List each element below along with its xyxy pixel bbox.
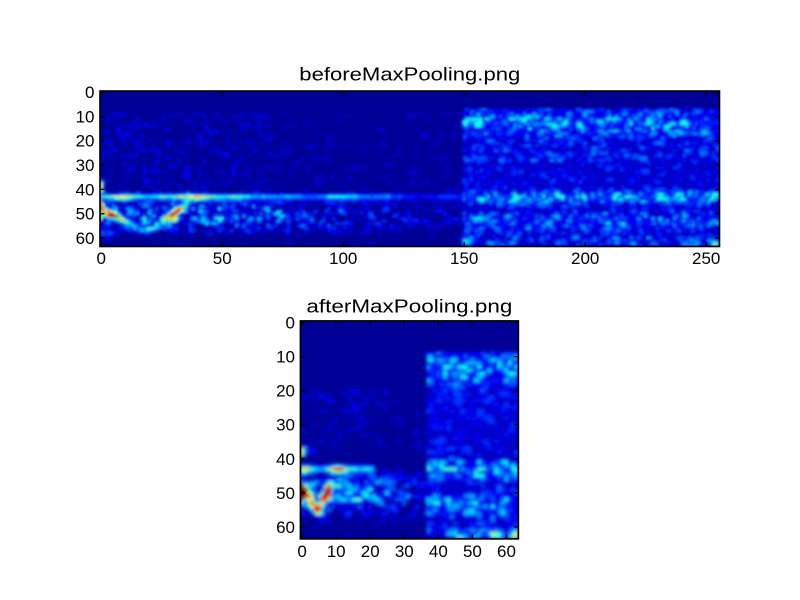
svg-text:100: 100 — [329, 249, 357, 268]
svg-text:30: 30 — [76, 156, 95, 175]
svg-text:250: 250 — [692, 249, 720, 268]
svg-text:50: 50 — [463, 542, 482, 561]
svg-text:10: 10 — [276, 348, 295, 367]
svg-text:60: 60 — [276, 518, 295, 537]
svg-text:40: 40 — [76, 180, 95, 199]
svg-text:40: 40 — [276, 450, 295, 469]
svg-text:0: 0 — [85, 83, 94, 102]
svg-text:0: 0 — [286, 314, 295, 333]
svg-text:beforeMaxPooling.png: beforeMaxPooling.png — [299, 65, 520, 85]
svg-text:20: 20 — [76, 132, 95, 151]
svg-text:50: 50 — [76, 205, 95, 224]
svg-text:10: 10 — [76, 107, 95, 126]
svg-text:10: 10 — [327, 542, 346, 561]
svg-text:200: 200 — [571, 249, 599, 268]
svg-text:afterMaxPooling.png: afterMaxPooling.png — [306, 297, 512, 317]
svg-text:150: 150 — [450, 249, 478, 268]
svg-text:30: 30 — [276, 416, 295, 435]
svg-text:20: 20 — [276, 382, 295, 401]
svg-text:0: 0 — [297, 542, 306, 561]
svg-text:0: 0 — [96, 249, 105, 268]
svg-text:50: 50 — [213, 249, 232, 268]
svg-text:30: 30 — [395, 542, 414, 561]
svg-text:40: 40 — [429, 542, 448, 561]
svg-text:60: 60 — [497, 542, 516, 561]
svg-text:60: 60 — [76, 229, 95, 248]
svg-text:50: 50 — [276, 484, 295, 503]
svg-text:20: 20 — [361, 542, 380, 561]
